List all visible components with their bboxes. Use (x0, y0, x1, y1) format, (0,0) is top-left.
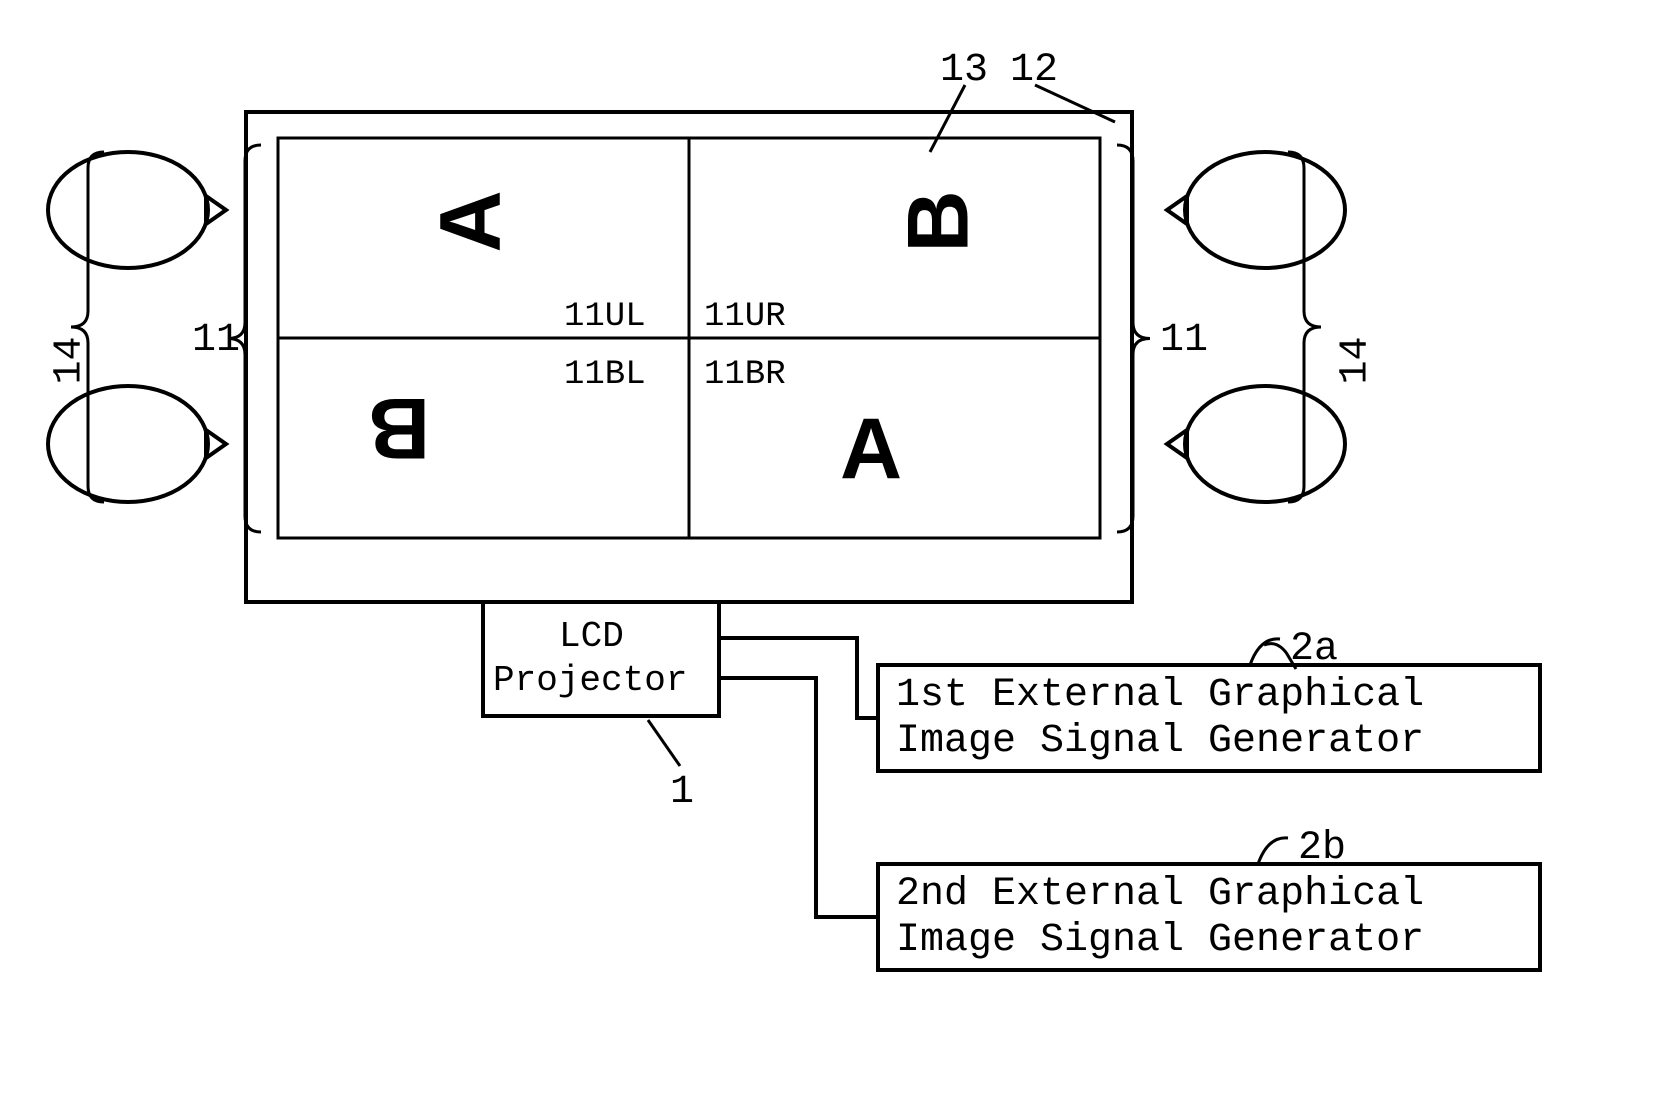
ref_1: 1 (670, 770, 694, 815)
quadrant-label-UR: 11UR (704, 298, 786, 336)
quadrant-label-UL: 11UL (564, 298, 646, 336)
ref_14_right: 14 (1334, 336, 1379, 384)
ref_2a: 2a (1290, 627, 1338, 672)
ref_11_left: 11 (192, 318, 240, 363)
viewer-head-left_bot (48, 386, 208, 502)
gen1-line2: Image Signal Generator (896, 719, 1424, 764)
quadrant-letter-UL: A (422, 190, 521, 252)
gen2-line1: 2nd External Graphical (896, 872, 1424, 917)
ref_13: 13 (940, 48, 988, 93)
viewer-head-right_top (1185, 152, 1345, 268)
projector-label-2: Projector (493, 660, 687, 701)
diagram-svg (0, 0, 1676, 1101)
ref_12: 12 (1010, 48, 1058, 93)
viewer-head-right_bot (1185, 386, 1345, 502)
quadrant-letter-UR: B (890, 190, 989, 252)
projector-label-1: LCD (559, 616, 624, 657)
ref_11_right: 11 (1160, 318, 1208, 363)
quadrant-label-BR: 11BR (704, 356, 786, 394)
gen2-line2: Image Signal Generator (896, 918, 1424, 963)
ref_2b: 2b (1298, 826, 1346, 871)
ref_14_left: 14 (48, 336, 93, 384)
gen1-line1: 1st External Graphical (896, 673, 1424, 718)
quadrant-letter-BL: B (368, 378, 430, 477)
quadrant-letter-BR: A (840, 400, 902, 499)
quadrant-label-BL: 11BL (564, 356, 646, 394)
viewer-head-left_top (48, 152, 208, 268)
